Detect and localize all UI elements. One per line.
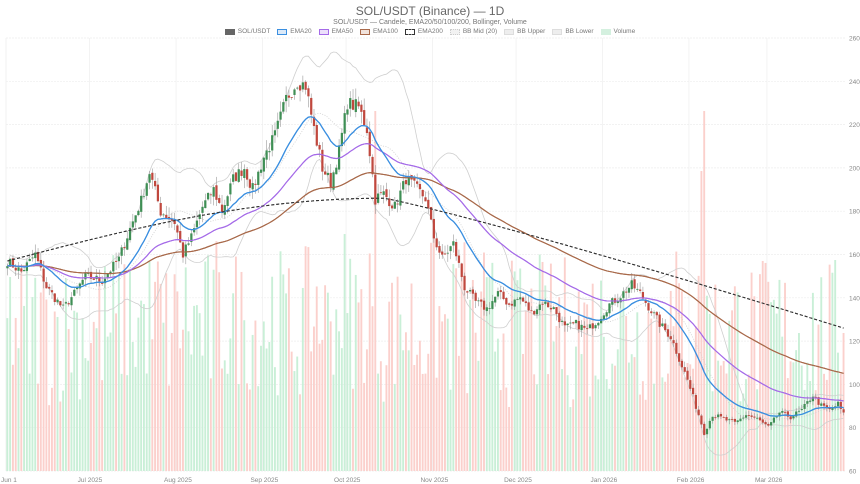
legend-swatch-icon xyxy=(404,28,415,35)
legend-item[interactable]: SOL/USDT xyxy=(224,28,271,35)
legend-label: Volume xyxy=(613,28,636,35)
legend-item[interactable]: BB Mid (20) xyxy=(449,28,498,35)
legend-label: EMA100 xyxy=(372,28,398,35)
y-tick-label: 260 xyxy=(849,36,860,43)
legend-item[interactable]: EMA200 xyxy=(404,28,443,35)
x-tick-label: Oct 2025 xyxy=(334,477,361,484)
x-tick-label: Jun 1 xyxy=(1,477,17,484)
x-tick-label: Sep 2025 xyxy=(250,477,278,484)
chart-legend: SOL/USDT EMA20 EMA50 EMA100 EMA200 BB Mid (20… xyxy=(0,28,860,35)
y-tick-label: 140 xyxy=(849,295,860,302)
legend-item[interactable]: BB Upper xyxy=(504,28,545,35)
legend-item[interactable]: EMA100 xyxy=(359,28,398,35)
legend-label: EMA20 xyxy=(290,28,312,35)
legend-label: BB Lower xyxy=(565,28,594,35)
y-tick-label: 60 xyxy=(849,469,857,476)
legend-swatch-icon xyxy=(552,28,563,35)
x-tick-label: Dec 2025 xyxy=(504,477,532,484)
x-tick-label: Mar 2026 xyxy=(755,477,783,484)
grid: 60 80 100 120 140 160 180 200 220 240 260 Jun 1 Jul … xyxy=(1,36,860,484)
legend-item[interactable]: BB Lower xyxy=(552,28,594,35)
legend-label: SOL/USDT xyxy=(237,28,271,35)
legend-label: BB Upper xyxy=(517,28,546,35)
legend-item[interactable]: Volume xyxy=(600,28,636,35)
legend-item[interactable]: EMA50 xyxy=(318,28,353,35)
chart-title: SOL/USDT (Binance) — 1D xyxy=(355,4,505,18)
x-tick-label: Feb 2026 xyxy=(677,477,705,484)
legend-label: BB Mid (20) xyxy=(462,28,498,35)
legend-item[interactable]: EMA20 xyxy=(277,28,312,35)
legend-swatch-icon xyxy=(359,28,370,35)
legend-swatch-icon xyxy=(318,28,329,35)
legend-swatch-icon xyxy=(449,28,460,35)
legend-label: EMA50 xyxy=(331,28,353,35)
x-tick-label: Nov 2025 xyxy=(420,477,448,484)
chart-subtitle: SOL/USDT — Candele, EMA20/50/100/200, Bo… xyxy=(333,19,527,26)
volume-bars xyxy=(6,111,845,471)
legend-swatch-icon xyxy=(504,28,515,35)
y-tick-label: 120 xyxy=(849,339,860,346)
legend-swatch-icon xyxy=(224,28,235,35)
legend-swatch-icon xyxy=(600,28,611,35)
x-tick-label: Aug 2025 xyxy=(164,477,192,484)
y-tick-label: 80 xyxy=(849,425,857,432)
bb-lower-line xyxy=(7,158,844,456)
x-tick-label: Jan 2026 xyxy=(590,477,617,484)
legend-swatch-icon xyxy=(277,28,288,35)
x-tick-label: Jul 2025 xyxy=(78,477,103,484)
y-tick-label: 240 xyxy=(849,79,860,86)
y-tick-label: 220 xyxy=(849,122,860,129)
y-tick-label: 100 xyxy=(849,382,860,389)
legend-label: EMA200 xyxy=(417,28,443,35)
y-tick-label: 160 xyxy=(849,252,860,259)
bb-mid-line xyxy=(7,112,844,421)
y-tick-label: 200 xyxy=(849,165,860,172)
y-tick-label: 180 xyxy=(849,209,860,216)
